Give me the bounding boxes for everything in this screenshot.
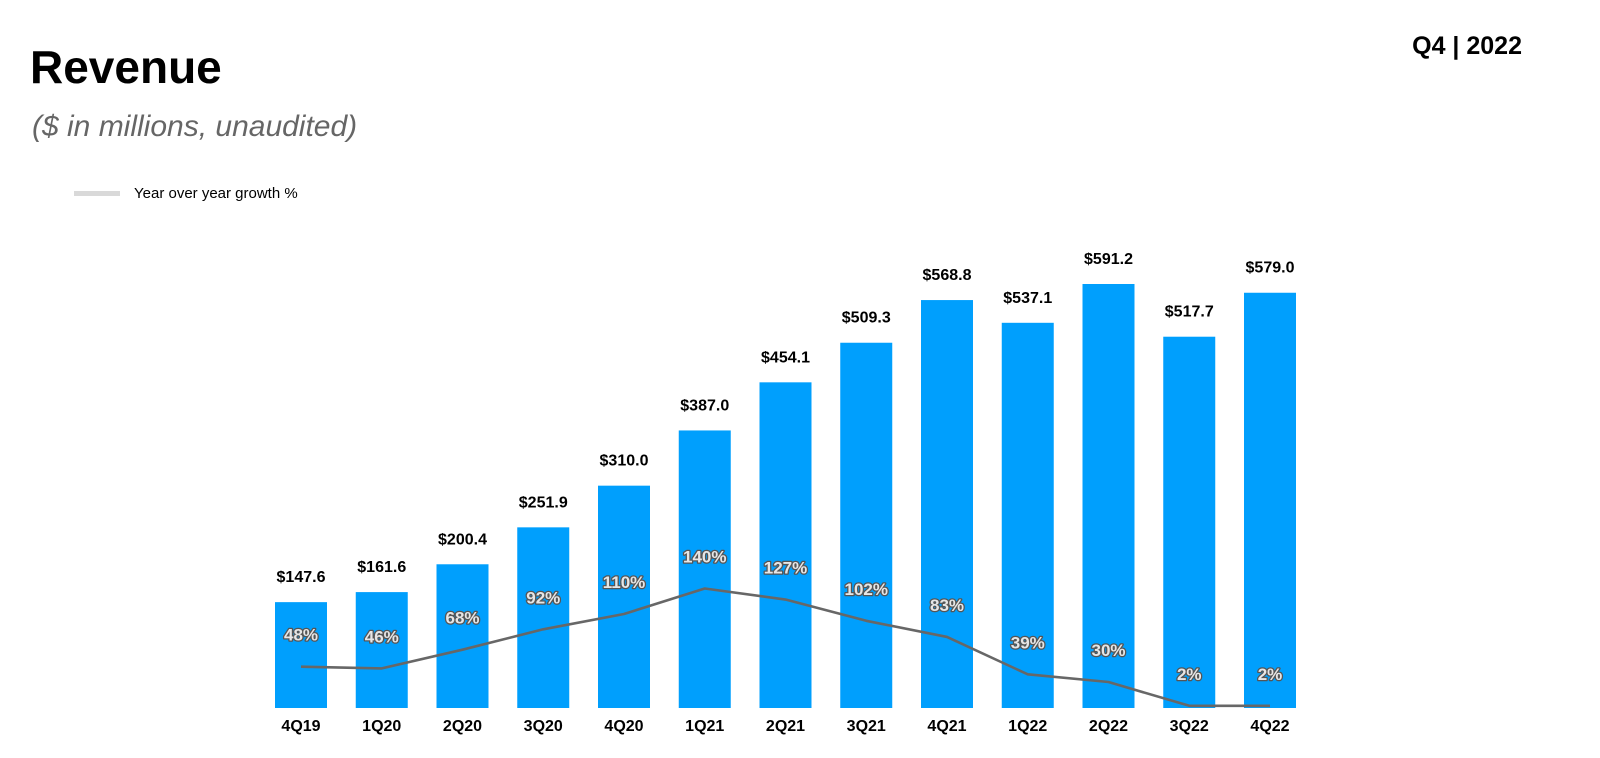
bar-value-label: $591.2: [1084, 251, 1133, 268]
growth-percent-label: 2%: [1177, 665, 1202, 684]
x-tick-label: 1Q22: [1008, 718, 1047, 735]
x-tick-label: 1Q20: [362, 718, 401, 735]
bar-value-label: $200.4: [438, 531, 487, 548]
bar-2Q21: [759, 382, 812, 708]
growth-percent-label: 102%: [845, 580, 888, 599]
bar-3Q21: [840, 342, 893, 708]
growth-percent-label: 92%: [526, 588, 560, 607]
growth-percent-label: 68%: [445, 609, 479, 628]
bar-value-label: $509.3: [842, 310, 891, 327]
x-tick-label: 2Q21: [766, 718, 805, 735]
bar-1Q20: [355, 592, 408, 708]
bar-value-label: $568.8: [923, 267, 972, 284]
bar-4Q19: [275, 602, 327, 708]
growth-percent-label: 2%: [1258, 665, 1283, 684]
bar-value-label: $454.1: [761, 349, 810, 366]
bar-2Q20: [436, 564, 489, 708]
bar-1Q21: [678, 430, 731, 708]
growth-line-layer: [300, 587, 1270, 708]
x-tick-label: 3Q20: [524, 718, 563, 735]
bar-value-label: $161.6: [357, 559, 406, 576]
x-tick-label: 2Q22: [1089, 718, 1128, 735]
bar-value-label: $517.7: [1165, 304, 1214, 321]
bar-value-label: $251.9: [519, 494, 568, 511]
bar-2Q22: [1082, 284, 1135, 708]
legend-label: Year over year growth %: [134, 184, 298, 202]
growth-percent-label: 46%: [365, 627, 399, 646]
growth-percent-label: 30%: [1091, 641, 1125, 660]
x-tick-label: 1Q21: [685, 718, 724, 735]
bar-value-label: $310.0: [600, 453, 649, 470]
bar-4Q22: [1244, 292, 1296, 708]
x-tick-label: 3Q22: [1170, 718, 1209, 735]
x-tick-label: 2Q20: [443, 718, 482, 735]
growth-percent-label: 39%: [1011, 633, 1045, 652]
bar-4Q21: [921, 300, 973, 708]
bar-3Q22: [1163, 336, 1216, 708]
growth-percent-label: 140%: [683, 548, 726, 567]
bar-3Q20: [517, 527, 570, 708]
growth-line: [300, 587, 1270, 708]
bar-value-label: $579.0: [1246, 260, 1295, 277]
x-tick-label: 4Q22: [1250, 718, 1289, 735]
bar-1Q22: [1001, 322, 1054, 708]
x-tick-label: 4Q20: [604, 718, 643, 735]
period-label: Q4 | 2022: [1412, 32, 1522, 60]
growth-percent-label: 110%: [603, 573, 646, 592]
bars-layer: [275, 284, 1296, 708]
page-title: Revenue: [30, 41, 222, 93]
legend-line-swatch: [74, 190, 120, 196]
x-tick-label: 4Q21: [927, 718, 966, 735]
growth-percent-label: 127%: [764, 559, 807, 578]
chart-legend: Year over year growth %: [74, 183, 298, 203]
bar-value-label: $387.0: [680, 397, 729, 414]
bar-value-label: $147.6: [277, 569, 326, 586]
page-subtitle: ($ in millions, unaudited): [32, 110, 358, 143]
bar-4Q20: [598, 485, 650, 708]
growth-percent-label: 48%: [284, 626, 318, 645]
growth-percent-label: 83%: [930, 596, 964, 615]
x-tick-label: 3Q21: [847, 718, 886, 735]
x-tick-label: 4Q19: [281, 718, 320, 735]
bar-value-label: $537.1: [1003, 290, 1052, 307]
labels-layer: $147.6 4Q19 $161.6 1Q20 $200.4 2Q20 $251.9 3Q20…: [277, 251, 1295, 735]
